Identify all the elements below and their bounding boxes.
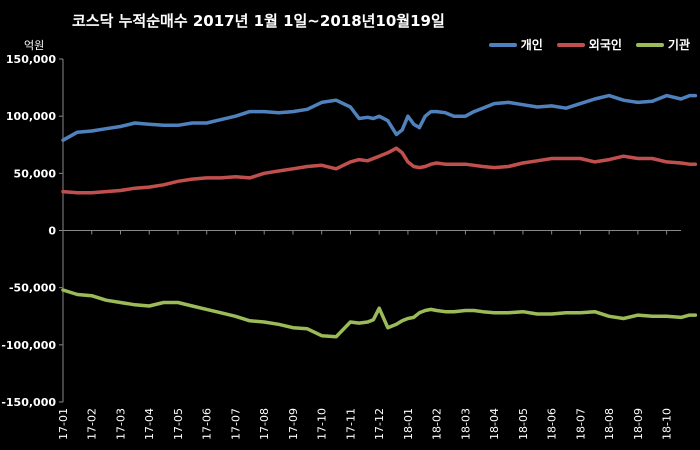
y-tick-label: 50,000 (14, 167, 57, 180)
series-line-institution (61, 288, 698, 339)
x-tick-label: 17-05 (172, 408, 185, 440)
series-line-individual (61, 93, 698, 142)
x-tick-label: 18-09 (632, 408, 645, 440)
legend-label-foreign: 외국인 (588, 38, 622, 52)
x-tick-label: 18-08 (603, 408, 616, 440)
x-tick-label: 17-08 (258, 408, 271, 440)
chart-title: 코스닥 누적순매수 2017년 1월 1일~2018년10월19일 (72, 12, 445, 30)
y-ticks: 150,000 100,000 50,000 0 -50,000 -100,000 -150… (1, 53, 63, 409)
x-tick-label: 17-07 (229, 408, 242, 440)
x-tick-label: 18-01 (402, 408, 415, 440)
y-axis-unit-label: 억원 (24, 39, 45, 52)
y-tick-label: -50,000 (9, 282, 56, 295)
x-tick-label: 18-04 (488, 408, 501, 440)
y-tick-label: 0 (48, 225, 56, 238)
x-tick-label: 18-06 (546, 408, 559, 440)
x-tick-label: 17-06 (201, 408, 214, 440)
legend-label-individual: 개인 (520, 38, 543, 52)
legend-item-foreign: 외국인 (556, 36, 622, 53)
legend-label-institution: 기관 (667, 38, 690, 52)
x-tick-label: 17-04 (143, 408, 156, 440)
x-tick-label: 18-10 (661, 408, 674, 440)
chart-legend: 개인 외국인 기관 (488, 36, 690, 53)
x-ticks: 17-01 17-02 17-03 17-04 17-05 17-06 17-07 17-08… (57, 230, 674, 440)
y-tick-label: 150,000 (6, 53, 56, 66)
x-tick-label: 17-02 (86, 408, 99, 440)
x-tick-label: 18-03 (459, 408, 472, 440)
x-tick-label: 17-12 (373, 408, 386, 440)
legend-item-institution: 기관 (635, 36, 690, 53)
y-tick-label: 100,000 (6, 110, 56, 123)
series-lines (61, 93, 698, 339)
x-tick-label: 18-05 (517, 408, 530, 440)
x-tick-label: 17-11 (344, 408, 357, 440)
x-tick-label: 17-01 (57, 408, 70, 440)
x-tick-label: 18-07 (574, 408, 587, 440)
x-tick-label: 18-02 (431, 408, 444, 440)
y-tick-label: -150,000 (1, 396, 56, 409)
legend-swatch-individual (488, 42, 517, 47)
x-tick-label: 17-09 (287, 408, 300, 440)
y-tick-label: -100,000 (1, 339, 56, 352)
legend-swatch-foreign (556, 42, 585, 47)
legend-swatch-institution (635, 42, 664, 47)
x-tick-label: 17-10 (316, 408, 329, 440)
legend-item-individual: 개인 (488, 36, 543, 53)
x-tick-label: 17-03 (114, 408, 127, 440)
series-line-foreign (61, 146, 698, 195)
